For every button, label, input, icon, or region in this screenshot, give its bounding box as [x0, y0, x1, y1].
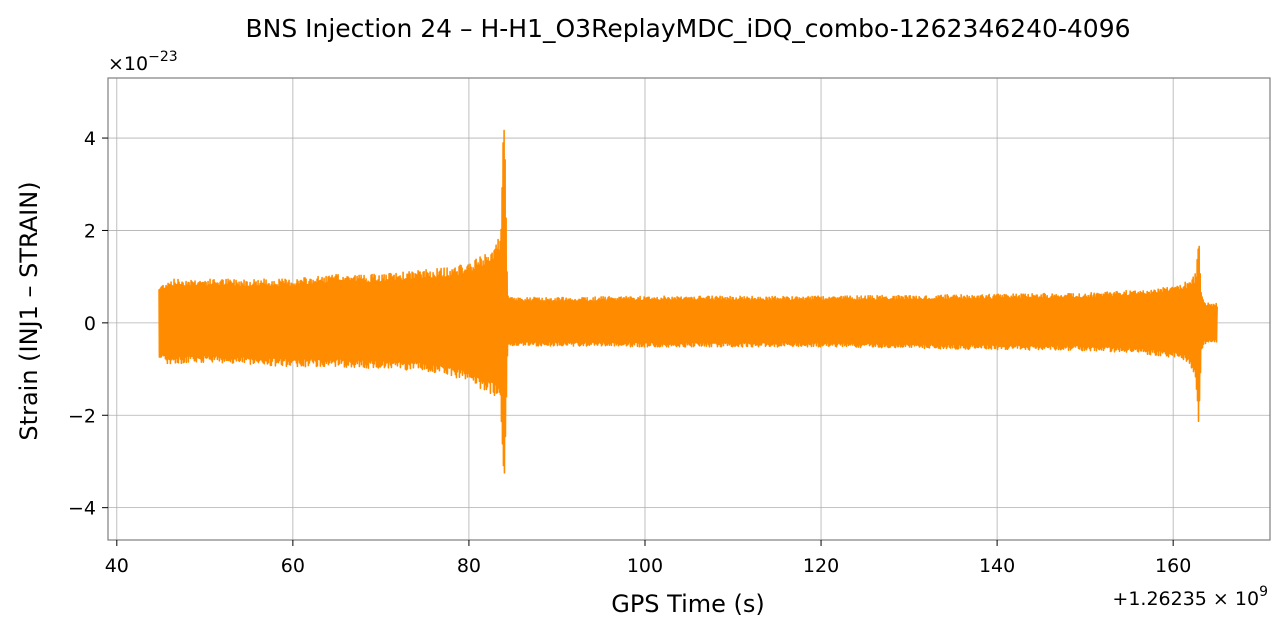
x-tick-label: 140 — [979, 555, 1015, 577]
y-tick-label: −2 — [68, 405, 96, 427]
y-multiplier-base: ×10 — [108, 53, 148, 75]
y-tick-label: 0 — [84, 313, 96, 335]
x-tick-label: 40 — [105, 555, 129, 577]
x-tick-label: 80 — [457, 555, 481, 577]
x-offset: +1.26235 × 109 — [1112, 584, 1268, 610]
y-multiplier-exponent: −23 — [148, 49, 178, 65]
y-tick-label: 4 — [84, 128, 96, 150]
y-multiplier: ×10−23 — [108, 49, 178, 75]
x-tick-label: 100 — [627, 555, 663, 577]
x-offset-exponent: 9 — [1259, 584, 1268, 600]
plot-frame — [107, 77, 1271, 541]
x-ticks: 40 60 80 100 120 140 160 — [105, 540, 1191, 577]
series-layer — [158, 129, 1218, 474]
y-axis-label: Strain (INJ1 – STRAIN) — [15, 181, 43, 440]
strain-series-line — [158, 129, 1218, 474]
x-tick-label: 160 — [1155, 555, 1191, 577]
y-ticks: −4 −2 0 2 4 — [68, 128, 108, 520]
x-axis-label: GPS Time (s) — [611, 590, 765, 618]
x-offset-base: +1.26235 × 10 — [1112, 588, 1259, 610]
x-tick-label: 60 — [281, 555, 305, 577]
y-tick-label: 2 — [84, 220, 96, 242]
chart-title: BNS Injection 24 – H-H1_O3ReplayMDC_iDQ_… — [245, 14, 1130, 43]
y-tick-label: −4 — [68, 498, 96, 520]
x-tick-label: 120 — [803, 555, 839, 577]
